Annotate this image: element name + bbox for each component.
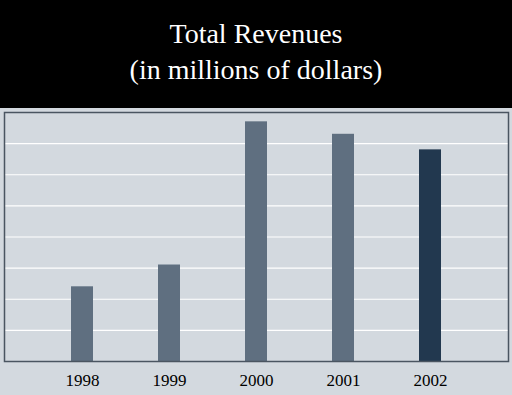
svg-text:2000: 2000	[240, 371, 274, 390]
svg-text:2001: 2001	[327, 371, 361, 390]
html-text:Total Revenues: Total Revenues	[169, 18, 343, 49]
html-text:(in millions of dollars): (in millions of dollars)	[129, 54, 383, 85]
svg-text:1998: 1998	[66, 371, 100, 390]
svg-text:1999: 1999	[153, 371, 187, 390]
svg-text:2002: 2002	[414, 371, 448, 390]
